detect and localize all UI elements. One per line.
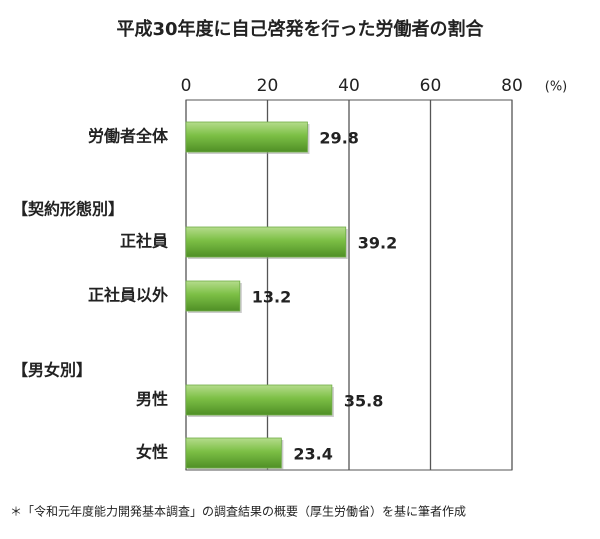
bar: [185, 437, 282, 469]
value-label: 13.2: [252, 288, 291, 307]
bar: [185, 384, 333, 416]
bar: [185, 121, 308, 153]
value-label: 23.4: [293, 445, 332, 464]
unit-label: (%): [545, 80, 568, 95]
group-header: 【契約形態別】: [12, 200, 124, 219]
footnote: ＊「令和元年度能力開発基本調査」の調査結果の概要（厚生労働省）を基に筆者作成: [10, 504, 466, 519]
group-header: 【男女別】: [12, 361, 92, 380]
y-tick-label: 男性: [136, 390, 168, 409]
bar: [185, 280, 241, 312]
y-tick-label: 女性: [136, 443, 168, 462]
x-tick-label: 60: [420, 76, 442, 96]
y-tick-label: 正社員: [120, 232, 168, 251]
y-tick-label: 正社員以外: [88, 286, 168, 305]
x-tick-label: 80: [501, 76, 523, 96]
chart-title: 平成30年度に自己啓発を行った労働者の割合: [116, 18, 484, 40]
x-tick-label: 0: [181, 76, 192, 96]
x-tick-label: 40: [338, 76, 360, 96]
bar: [185, 226, 347, 258]
value-label: 39.2: [358, 234, 397, 253]
value-label: 35.8: [344, 392, 383, 411]
y-tick-label: 労働者全体: [88, 127, 169, 146]
value-label: 29.8: [319, 129, 358, 148]
x-tick-label: 20: [257, 76, 279, 96]
